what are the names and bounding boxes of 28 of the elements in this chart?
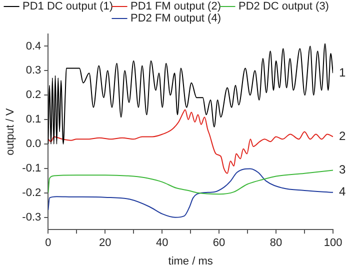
legend-label: PD1 DC output (1): [22, 0, 114, 13]
legend-label: PD2 DC output (3): [238, 0, 329, 13]
y-tick-label: 0.4: [26, 40, 42, 52]
x-tick-label: 100: [324, 237, 342, 250]
line-series: [48, 170, 333, 195]
legend-label: PD2 FM output (4): [130, 12, 221, 25]
x-tick-label: 60: [212, 237, 226, 250]
y-tick-label: 0.1: [26, 114, 42, 126]
line-series: [48, 109, 333, 174]
legend-label: PD1 FM output (2): [130, 0, 221, 13]
y-tick-label: -0.3: [22, 211, 42, 224]
y-axis-title: output / V: [4, 108, 17, 156]
y-tick-label: -0.1: [22, 162, 42, 175]
line-series: [48, 43, 333, 145]
y-tick-label: 0.2: [26, 89, 42, 102]
text: 2: [339, 129, 346, 144]
y-tick-label: 0.3: [26, 64, 42, 77]
x-axis-title: time / ms: [168, 255, 214, 268]
text: 1: [339, 65, 346, 80]
text: 3: [339, 162, 346, 176]
y-tick-label: 0.0: [26, 138, 42, 150]
x-tick-label: 0: [45, 237, 52, 250]
line-series: [48, 168, 333, 218]
x-tick-label: 80: [270, 237, 282, 250]
y-tick-label: -0.2: [22, 186, 42, 199]
x-tick-label: 40: [156, 237, 168, 250]
x-tick-label: 20: [99, 237, 112, 250]
text: 4: [339, 184, 346, 199]
